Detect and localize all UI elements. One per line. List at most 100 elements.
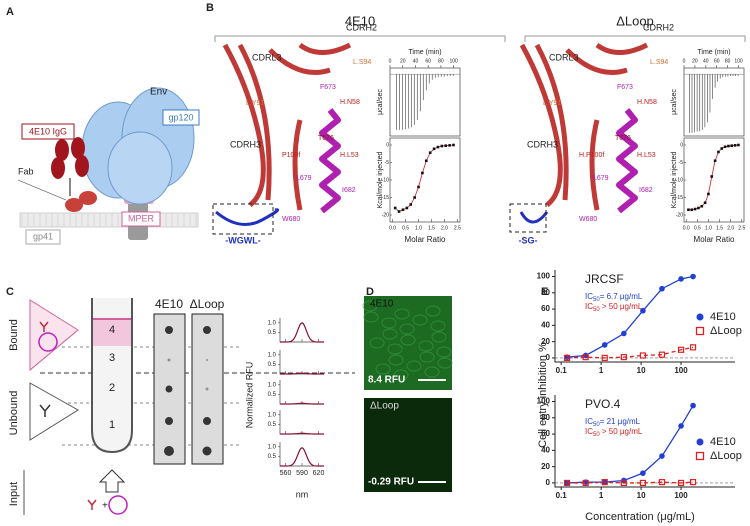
tick-label: 1.5 <box>428 225 435 231</box>
tick-label: -20 <box>382 212 389 218</box>
isotherm-point <box>413 196 416 199</box>
isotherm-point <box>452 143 455 147</box>
y-tick-label: 60 <box>541 304 550 313</box>
cell <box>382 328 398 340</box>
tick-label: 40 <box>703 58 709 64</box>
blot-spot <box>165 385 173 393</box>
tick-label: 0.5 <box>694 225 701 231</box>
legend-label: 4E10 <box>710 436 736 448</box>
residue-label: F673 <box>320 84 336 91</box>
tick-label: 80 <box>725 58 731 64</box>
isotherm-fit <box>394 144 454 212</box>
axis-title: Concentration (μg/mL) <box>585 511 695 523</box>
spectrum <box>280 447 324 467</box>
column-label: ΔLoop <box>190 297 225 311</box>
image-label: ΔLoop <box>370 401 399 412</box>
y-tick-label: 100 <box>537 397 551 406</box>
micrograph <box>364 398 452 492</box>
isotherm-point <box>417 185 420 189</box>
tick-label: 0.5 <box>268 362 277 368</box>
panel-letter: D <box>366 286 374 298</box>
data-point <box>659 453 665 459</box>
cell <box>363 311 379 323</box>
tick-label: 0.5 <box>268 330 277 336</box>
tick-label: 2.0 <box>441 225 448 231</box>
annotation-text: = 21 μg/mL <box>600 417 641 426</box>
series-line <box>566 275 694 358</box>
axis-title: Molar Ratio <box>405 235 446 244</box>
cell <box>400 334 416 346</box>
tick-label: 20 <box>400 58 406 64</box>
residue-label: H.N58 <box>340 99 360 106</box>
isotherm-point <box>720 147 724 150</box>
residue-label: P100f <box>282 152 300 159</box>
tick-label: 80 <box>438 58 444 64</box>
isotherm-point <box>730 144 734 147</box>
antibody-icon <box>39 404 51 417</box>
isotherm-point <box>717 150 720 154</box>
cell <box>430 320 446 332</box>
data-point <box>601 479 608 486</box>
spectrum-axes <box>279 350 324 375</box>
residue-label: L.Y91 <box>543 100 561 107</box>
residue-label: L679 <box>593 175 609 182</box>
ribbon <box>589 119 600 211</box>
tick-label: 590 <box>296 470 308 477</box>
residue-label: H.L53 <box>637 152 656 159</box>
panel-letter: B <box>206 2 214 14</box>
data-point <box>659 285 665 292</box>
loop <box>215 208 280 226</box>
data-point <box>690 402 696 409</box>
isotherm-point <box>405 206 409 210</box>
gp120-box <box>162 109 200 126</box>
y-tick-label: 80 <box>541 413 550 422</box>
cell <box>436 346 452 358</box>
y-tick-label: 0 <box>546 478 551 487</box>
axis-title: Kcal/mole injected <box>377 151 384 208</box>
annotation-subscript: 50 <box>593 422 600 428</box>
cell <box>418 340 434 352</box>
isotherm-point <box>733 144 737 147</box>
y-tick-label: 20 <box>541 462 550 471</box>
legend-marker <box>695 326 705 336</box>
mper-box <box>121 211 161 227</box>
tick-label: 0 <box>680 142 683 148</box>
annotation-prefix: IC <box>585 292 593 301</box>
thermogram-box <box>389 67 461 137</box>
spectrum <box>280 372 324 375</box>
input-label: Input <box>8 482 20 506</box>
loop-box <box>509 203 547 233</box>
annotation-prefix: IC <box>585 302 593 311</box>
tick-label: 2.0 <box>727 225 734 231</box>
cell <box>369 337 385 349</box>
residue-label: I682 <box>639 187 653 194</box>
fraction-label: 1 <box>109 419 115 431</box>
thermogram-box <box>683 67 745 137</box>
data-point <box>621 330 627 337</box>
igg-domain <box>51 157 65 179</box>
column-label: 4E10 <box>155 297 183 311</box>
ribbon <box>268 48 331 75</box>
annotation-subscript: 50 <box>593 297 600 303</box>
cell <box>362 300 378 312</box>
rfu-label: 8.4 RFU <box>368 375 405 386</box>
cell <box>425 305 441 317</box>
tick-label: -10 <box>676 177 683 183</box>
series-line <box>567 481 694 484</box>
axis-title: Cell entry inhibition % <box>537 342 549 448</box>
tick-label: 560 <box>280 470 292 477</box>
isotherm-box <box>389 137 461 223</box>
isotherm-point <box>409 203 413 206</box>
isotherm-point <box>432 147 436 151</box>
isotherm-point <box>440 144 444 148</box>
chart-title: JRCSF <box>585 272 624 286</box>
annotation-text: > 50 μg/mL <box>600 302 643 311</box>
liposome <box>108 495 128 515</box>
bound-layer <box>93 318 131 346</box>
liposome <box>38 332 58 352</box>
isotherm-point <box>424 159 428 163</box>
bracket <box>524 35 746 42</box>
data-point <box>658 479 666 486</box>
tick-label: -15 <box>382 195 389 201</box>
gp41-label: gp41 <box>33 231 53 241</box>
